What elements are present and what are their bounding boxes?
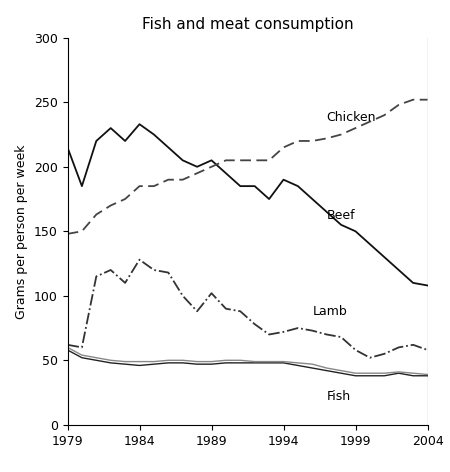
Text: Lamb: Lamb bbox=[312, 305, 347, 318]
Title: Fish and meat consumption: Fish and meat consumption bbox=[142, 17, 353, 33]
Y-axis label: Grams per person per week: Grams per person per week bbox=[15, 144, 28, 319]
Text: Beef: Beef bbox=[327, 209, 356, 222]
Text: Fish: Fish bbox=[327, 390, 351, 403]
Text: Chicken: Chicken bbox=[327, 111, 376, 124]
